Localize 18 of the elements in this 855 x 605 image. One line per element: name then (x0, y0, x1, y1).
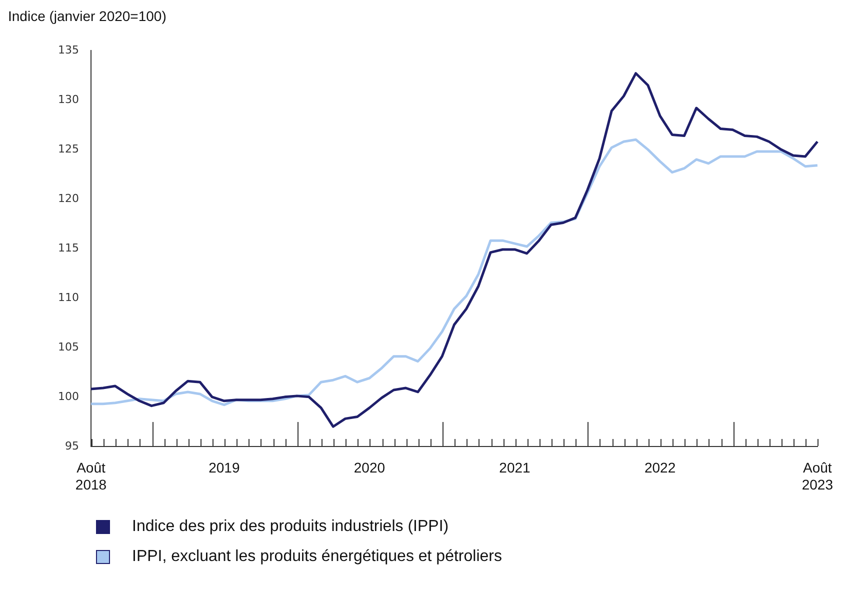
x-tick-label: 2020 (354, 460, 386, 476)
y-tick-label: 110 (58, 290, 79, 304)
legend-label: IPPI, excluant les produits énergétiques et pétroliers (132, 548, 502, 566)
y-tick-label: 125 (58, 142, 79, 156)
y-tick-label: 95 (64, 439, 79, 452)
legend-label: Indice des prix des produits industriels (IPPI) (132, 518, 449, 536)
y-tick-label: 135 (58, 43, 79, 56)
y-axis-title: Indice (janvier 2020=100) (8, 8, 168, 26)
x-tick-label: 2022 (644, 460, 676, 476)
x-tick-label: Août 2023 (802, 460, 834, 492)
y-tick-label: 105 (58, 340, 79, 354)
x-tick-label: 2021 (499, 460, 531, 476)
y-tick-label: 115 (58, 241, 79, 254)
x-tick-label: 2019 (208, 460, 240, 476)
y-tick-label: 130 (58, 92, 79, 106)
y-tick-label: 100 (58, 390, 79, 403)
x-tick-label: Août 2018 (75, 460, 107, 492)
y-tick-label: 120 (58, 192, 79, 205)
